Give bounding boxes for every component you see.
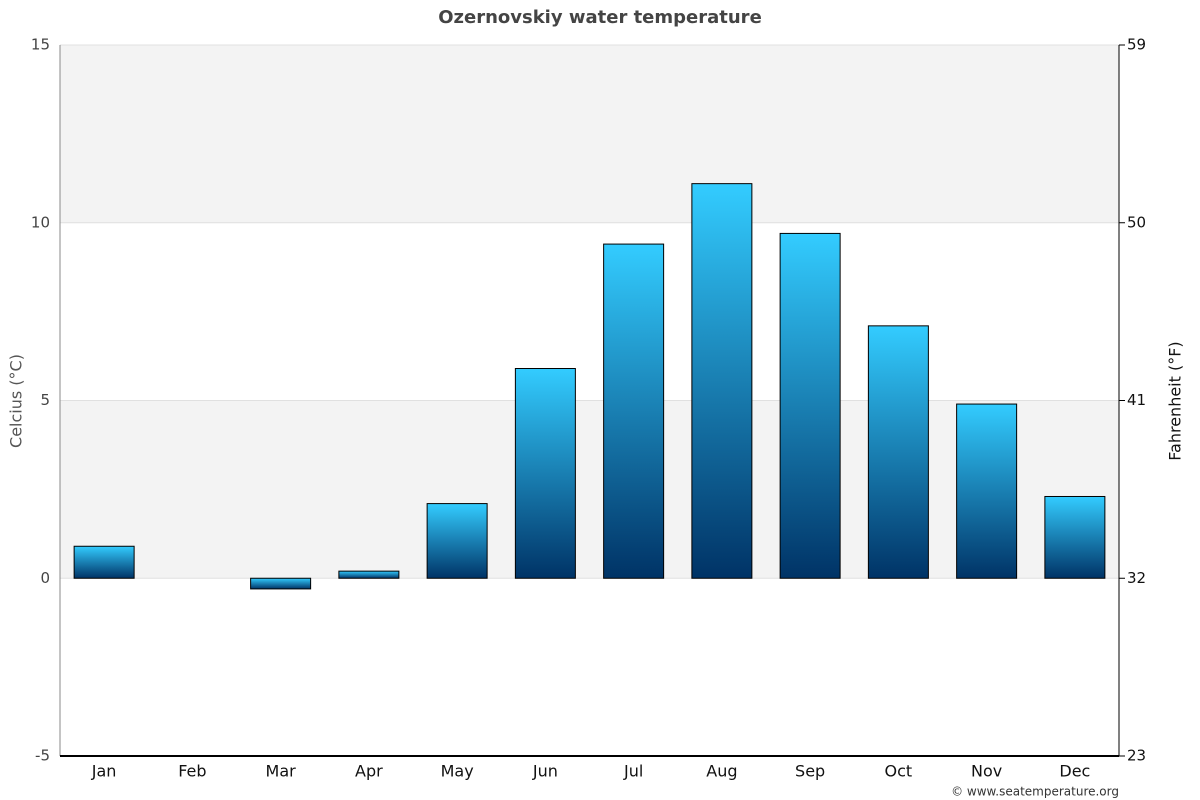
plot-band <box>60 400 1119 579</box>
x-tick-label: Jan <box>91 762 117 781</box>
bar <box>779 232 841 579</box>
y2-tick-label: 32 <box>1127 569 1146 587</box>
x-tick-label: Sep <box>795 762 825 781</box>
y2-tick-label: 59 <box>1127 36 1146 54</box>
bar <box>250 577 312 590</box>
x-tick-label: May <box>441 762 474 781</box>
x-tick-label: Feb <box>178 762 206 781</box>
bar <box>426 503 488 579</box>
x-tick-label: Oct <box>885 762 913 781</box>
bar <box>1044 495 1106 579</box>
x-tick-label: Dec <box>1059 762 1090 781</box>
y2-tick-label: 50 <box>1127 213 1146 231</box>
bar <box>691 183 753 579</box>
bar <box>956 403 1018 579</box>
plot-band <box>60 578 1119 756</box>
chart-title: Ozernovskiy water temperature <box>438 7 762 28</box>
credit: © www.seatemperature.org <box>951 785 1119 799</box>
y2-axis-label: Fahrenheit (°F) <box>1166 341 1185 460</box>
bar <box>514 368 576 579</box>
bar <box>338 570 400 579</box>
y-tick-label: 15 <box>31 36 50 54</box>
bar <box>603 243 665 579</box>
y2-tick-label: 23 <box>1127 747 1146 765</box>
y-tick-label: 0 <box>40 569 50 587</box>
x-tick-label: Nov <box>971 762 1002 781</box>
y-tick-label: 10 <box>31 213 50 231</box>
y2-tick-label: 41 <box>1127 391 1146 409</box>
x-tick-label: Apr <box>355 762 383 781</box>
bar <box>867 325 929 579</box>
plot-band <box>60 222 1119 401</box>
y-tick-label: -5 <box>35 747 50 765</box>
x-tick-label: Mar <box>266 762 297 781</box>
x-tick-label: Aug <box>706 762 737 781</box>
y-tick-label: 5 <box>40 391 50 409</box>
y-axis-label: Celcius (°C) <box>7 354 26 448</box>
x-tick-label: Jul <box>623 762 643 781</box>
bar <box>73 545 135 579</box>
plot-band <box>60 45 1119 223</box>
x-tick-label: Jun <box>532 762 558 781</box>
